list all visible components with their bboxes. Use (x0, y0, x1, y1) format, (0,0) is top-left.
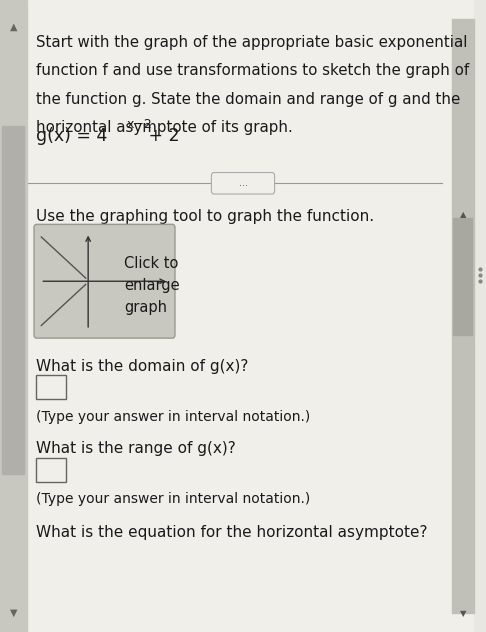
FancyBboxPatch shape (211, 173, 275, 194)
Text: the function g. State the domain and range of g and the: the function g. State the domain and ran… (36, 92, 461, 107)
Text: ▲: ▲ (10, 21, 17, 32)
Text: ▼: ▼ (460, 609, 466, 617)
Bar (474, 0, 486, 632)
Text: (Type your answer in interval notation.): (Type your answer in interval notation.) (36, 492, 311, 506)
Text: + 2: + 2 (143, 127, 180, 145)
Text: function f and use transformations to sketch the graph of: function f and use transformations to sk… (36, 63, 469, 78)
Text: Click to
enlarge
graph: Click to enlarge graph (124, 256, 179, 315)
Bar (0, 0, 27, 632)
Text: ...: ... (239, 178, 247, 188)
Bar (36, 375, 66, 399)
Text: g(x) = 4: g(x) = 4 (36, 127, 108, 145)
Text: What is the equation for the horizontal asymptote?: What is the equation for the horizontal … (36, 525, 428, 540)
Text: ▼: ▼ (10, 608, 17, 618)
Bar (453, 218, 472, 335)
Text: What is the domain of g(x)?: What is the domain of g(x)? (36, 359, 249, 374)
FancyBboxPatch shape (34, 224, 175, 338)
Text: What is the range of g(x)?: What is the range of g(x)? (36, 441, 236, 456)
Text: (Type your answer in interval notation.): (Type your answer in interval notation.) (36, 410, 311, 424)
Text: ▲: ▲ (460, 210, 466, 219)
Bar (2, 126, 24, 474)
Bar (36, 458, 66, 482)
Text: horizontal asymptote of its graph.: horizontal asymptote of its graph. (36, 120, 293, 135)
Text: x−2: x−2 (126, 118, 152, 131)
Bar (452, 19, 474, 613)
Text: Use the graphing tool to graph the function.: Use the graphing tool to graph the funct… (36, 209, 375, 224)
Text: Start with the graph of the appropriate basic exponential: Start with the graph of the appropriate … (36, 35, 468, 50)
